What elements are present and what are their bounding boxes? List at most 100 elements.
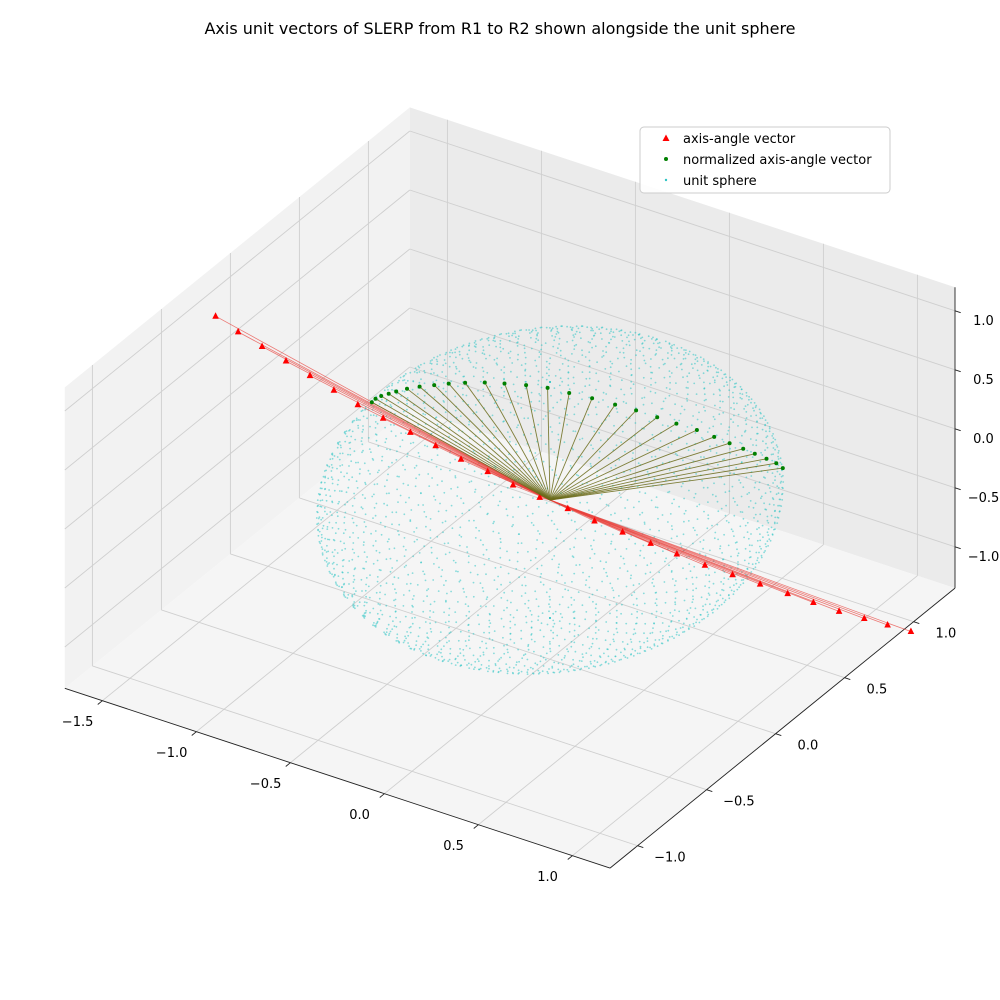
sphere-point [653, 644, 656, 647]
sphere-point [336, 552, 339, 554]
sphere-point [459, 415, 462, 417]
sphere-point [777, 464, 780, 467]
sphere-point [735, 382, 738, 385]
sphere-point [667, 629, 670, 632]
sphere-point [423, 545, 426, 548]
sphere-point [458, 353, 461, 356]
sphere-point [655, 616, 658, 619]
sphere-point [351, 548, 354, 551]
sphere-point [582, 656, 584, 659]
y-tick-label: −0.5 [723, 794, 755, 809]
sphere-point [552, 631, 555, 634]
sphere-point [729, 379, 731, 382]
sphere-point [667, 425, 669, 427]
sphere-point [558, 563, 560, 566]
sphere-point [475, 362, 478, 364]
sphere-point [333, 567, 335, 570]
sphere-point [345, 430, 348, 432]
sphere-point [328, 570, 331, 573]
sphere-point [735, 466, 738, 469]
sphere-point [682, 358, 685, 360]
sphere-point [427, 644, 430, 646]
sphere-point [552, 671, 555, 674]
sphere-point [674, 628, 677, 631]
sphere-point [331, 478, 334, 481]
z-tick-mark [954, 428, 961, 432]
sphere-point [566, 648, 568, 650]
sphere-point [711, 524, 713, 527]
sphere-point [766, 540, 769, 543]
sphere-point [589, 557, 591, 560]
plot-area [212, 312, 915, 675]
sphere-point [481, 496, 483, 498]
sphere-point [669, 388, 671, 390]
sphere-point [537, 619, 539, 621]
sphere-point [337, 502, 340, 505]
sphere-point [527, 417, 529, 420]
sphere-point [605, 345, 607, 348]
sphere-point [355, 461, 357, 464]
sphere-point [357, 419, 360, 421]
sphere-point [408, 626, 411, 629]
sphere-point [716, 375, 719, 377]
sphere-point [355, 524, 358, 527]
sphere-point [470, 480, 473, 483]
sphere-point [387, 473, 389, 476]
sphere-point [696, 534, 698, 536]
sphere-point [589, 462, 592, 465]
sphere-point [626, 499, 629, 501]
sphere-point [601, 580, 603, 583]
sphere-point [647, 474, 650, 476]
sphere-point [353, 593, 356, 595]
sphere-point [430, 546, 433, 549]
sphere-point [540, 344, 543, 346]
sphere-point [397, 501, 399, 503]
sphere-point [635, 349, 638, 352]
sphere-point [598, 647, 601, 650]
sphere-point [558, 422, 561, 425]
z-tick-mark [954, 369, 961, 373]
sphere-point [526, 658, 529, 661]
sphere-point [676, 454, 679, 457]
sphere-point [554, 336, 557, 338]
sphere-point [485, 605, 487, 608]
sphere-point [683, 512, 686, 515]
sphere-point [517, 648, 519, 651]
sphere-point [506, 514, 509, 517]
sphere-point [326, 544, 328, 547]
sphere-point [468, 342, 471, 345]
sphere-point [644, 622, 647, 625]
sphere-point [449, 631, 452, 633]
sphere-point [632, 655, 635, 657]
sphere-point [422, 412, 425, 415]
sphere-point [467, 624, 470, 626]
sphere-point [746, 567, 749, 570]
sphere-point [678, 634, 680, 637]
normalized-marker [369, 400, 374, 405]
sphere-point [738, 586, 740, 589]
sphere-point [736, 554, 739, 557]
sphere-point [516, 395, 519, 398]
sphere-point [712, 582, 715, 585]
sphere-point [545, 372, 548, 375]
sphere-point [634, 422, 637, 424]
sphere-point [328, 465, 331, 468]
sphere-point [718, 604, 721, 607]
sphere-point [429, 628, 432, 630]
sphere-point [406, 631, 408, 633]
sphere-point [696, 360, 699, 363]
sphere-point [700, 456, 702, 458]
sphere-point [661, 358, 664, 361]
sphere-point [396, 488, 398, 491]
sphere-point [530, 336, 532, 339]
normalized-vector-line [549, 467, 783, 501]
sphere-point [388, 548, 391, 550]
sphere-point [348, 478, 350, 481]
sphere-point [422, 570, 424, 573]
sphere-point [353, 604, 356, 607]
sphere-point [668, 343, 671, 345]
sphere-point [517, 353, 519, 356]
sphere-point [445, 375, 447, 378]
sphere-point [571, 555, 574, 557]
sphere-point [406, 379, 409, 382]
